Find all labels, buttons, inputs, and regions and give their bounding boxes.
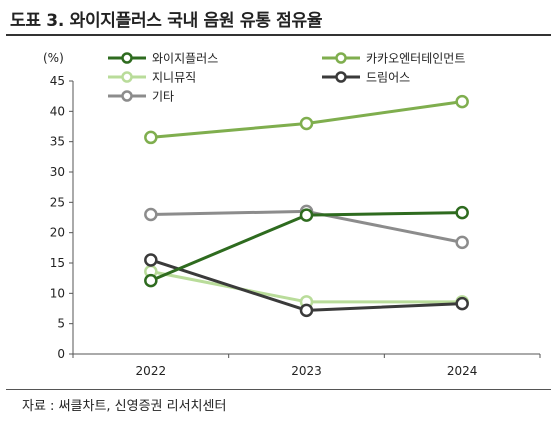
y-tick-label: 5 [57, 317, 65, 331]
y-tick-label: 35 [50, 135, 65, 149]
y-tick-label: 15 [50, 256, 65, 270]
data-point [299, 116, 314, 131]
legend-label: 지니뮤직 [152, 71, 196, 85]
legend-item: 지니뮤직 [108, 71, 196, 85]
legend-swatch-marker [335, 52, 347, 64]
data-point [144, 273, 158, 288]
data-point [144, 253, 158, 267]
y-tick-label: 0 [57, 347, 65, 361]
y-tick-label: 10 [50, 286, 65, 300]
legend-swatch-marker [121, 90, 133, 102]
legend-swatch-marker [121, 52, 133, 64]
y-tick-label: 20 [50, 226, 65, 240]
series-3 [144, 264, 469, 309]
data-point [455, 94, 469, 109]
series-4 [144, 253, 469, 318]
legend-item: 기타 [108, 90, 174, 104]
legend-swatch-marker [121, 71, 133, 83]
chart-axes [72, 81, 540, 355]
legend-label: 드림어스 [366, 71, 410, 85]
series-line [150, 211, 463, 282]
data-point [144, 130, 158, 145]
legend-label: 기타 [152, 90, 174, 104]
source-note: 자료 : 써클차트, 신영증권 리서치센터 [22, 399, 227, 414]
series-1 [144, 205, 469, 288]
y-tick-label: 40 [50, 104, 65, 118]
data-point [455, 235, 469, 250]
y-tick-label: 25 [50, 195, 65, 209]
x-tick-label: 2022 [136, 364, 167, 378]
legend-item: 드림어스 [322, 71, 410, 85]
legend-swatch-marker [335, 71, 347, 83]
data-point [299, 208, 314, 222]
y-tick-label: 45 [50, 74, 65, 88]
data-point [455, 296, 469, 311]
x-tick-label: 2023 [291, 364, 322, 378]
legend-item: 와이지플러스 [108, 52, 218, 66]
y-axis-unit-label: (%) [43, 51, 64, 65]
legend-label: 와이지플러스 [152, 52, 218, 66]
data-point [299, 303, 314, 318]
chart-ticks: 0 5 10 15 20 25 30 35 40 45 2022 2023 2024 [50, 74, 541, 378]
data-point [144, 207, 158, 222]
data-point [455, 205, 469, 220]
x-tick-label: 2024 [447, 364, 478, 378]
line-chart: (%) 0 5 10 15 20 25 30 35 40 45 2022 2023 2024 와이지플러… [43, 51, 541, 378]
series-2 [144, 94, 469, 145]
source-divider [6, 389, 551, 390]
legend-label: 카카오엔터테인먼트 [366, 52, 465, 66]
legend-item: 카카오엔터테인먼트 [322, 52, 465, 66]
title-divider [6, 34, 551, 36]
y-tick-label: 30 [50, 165, 65, 179]
figure-title: 도표 3. 와이지플러스 국내 음원 유통 점유율 [10, 11, 323, 31]
chart-lines [144, 94, 469, 318]
